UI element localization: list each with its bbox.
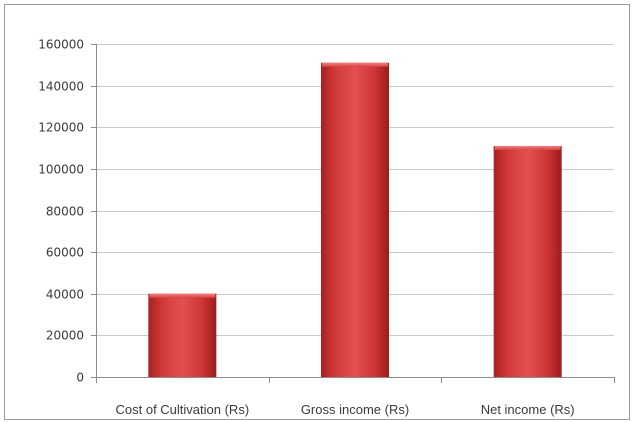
y-tick-label: 0 (76, 371, 84, 385)
y-tick-label: 120000 (38, 121, 84, 135)
x-tick-label: Net income (Rs) (481, 402, 575, 417)
bar-body (493, 145, 562, 377)
y-tick-label: 80000 (46, 205, 84, 219)
bar-body (148, 293, 217, 377)
y-axis-tick-labels: 0 20000 40000 60000 80000 100000 120000 140000 1… (38, 38, 84, 385)
bar-top-highlight (149, 293, 216, 298)
bar (321, 62, 389, 377)
bar (148, 293, 217, 377)
bar-body (321, 62, 389, 377)
y-tick-label: 140000 (38, 80, 84, 94)
y-tick-label: 20000 (46, 329, 84, 343)
bars (148, 62, 562, 377)
bar (493, 145, 562, 377)
y-tick-label: 160000 (38, 38, 84, 52)
bar-top-highlight (494, 145, 561, 150)
y-tick-label: 100000 (38, 163, 84, 177)
axes (91, 44, 615, 383)
x-axis-tick-labels: Cost of Cultivation (Rs) Gross income (Rs… (116, 402, 575, 417)
x-tick-label: Cost of Cultivation (Rs) (116, 402, 250, 417)
y-tick-label: 60000 (46, 246, 84, 260)
x-tick-label: Gross income (Rs) (301, 402, 409, 417)
y-tick-label: 40000 (46, 288, 84, 302)
bar-top-highlight (322, 62, 388, 67)
